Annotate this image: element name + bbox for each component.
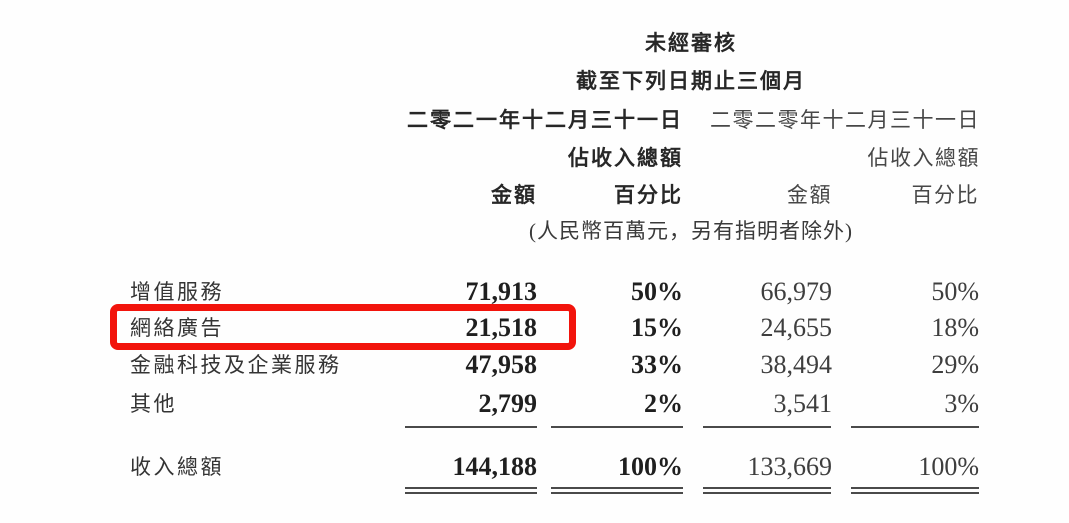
total-double-rule-col1-bottom xyxy=(405,492,537,494)
cell-others-amount-2021: 2,799 xyxy=(478,389,538,418)
row-label-total-revenues: 收入總額 xyxy=(130,455,224,479)
amount-header-2020: 金額 xyxy=(787,183,832,207)
subtotal-rule-col4 xyxy=(851,426,979,428)
cell-vas-amount-2020: 66,979 xyxy=(760,277,833,306)
cell-others-pct-2021: 2% xyxy=(644,389,683,418)
share-of-revenue-label-2020: 佔收入總額 xyxy=(867,146,980,170)
total-double-rule-col4-bottom xyxy=(851,492,979,494)
cell-fintech-amount-2020: 38,494 xyxy=(760,350,833,379)
total-double-rule-col2-top xyxy=(551,487,683,489)
unaudited-heading: 未經審核 xyxy=(645,32,737,55)
period-heading: 截至下列日期止三個月 xyxy=(576,70,806,93)
cell-fintech-amount-2021: 47,958 xyxy=(465,350,538,379)
total-double-rule-col2-bottom xyxy=(551,492,683,494)
cell-total-amount-2020: 133,669 xyxy=(747,452,833,481)
cell-vas-pct-2020: 50% xyxy=(931,277,979,306)
row-label-vas: 增值服務 xyxy=(130,280,224,304)
subtotal-rule-col2 xyxy=(551,426,683,428)
cell-others-amount-2020: 3,541 xyxy=(773,389,833,418)
cell-total-pct-2020: 100% xyxy=(918,452,979,481)
cell-total-amount-2021: 144,188 xyxy=(452,452,538,481)
cell-ads-pct-2020: 18% xyxy=(931,313,979,342)
cell-ads-pct-2021: 15% xyxy=(631,313,683,342)
percent-header-2020: 百分比 xyxy=(911,183,979,207)
total-double-rule-col4-top xyxy=(851,487,979,489)
amount-header-2021: 金額 xyxy=(491,184,537,207)
row-label-fintech: 金融科技及企業服務 xyxy=(130,353,342,377)
cell-others-pct-2020: 3% xyxy=(944,389,979,418)
share-of-revenue-label-2021: 佔收入總額 xyxy=(568,147,683,170)
subtotal-rule-col3 xyxy=(703,426,831,428)
cell-ads-amount-2020: 24,655 xyxy=(760,313,833,342)
cell-vas-pct-2021: 50% xyxy=(631,277,683,306)
cell-total-pct-2021: 100% xyxy=(618,452,683,481)
highlight-annotation-box xyxy=(110,304,576,350)
currency-note: (人民幣百萬元，另有指明者除外) xyxy=(529,219,853,243)
column-group-date-2020: 二零二零年十二月三十一日 xyxy=(710,108,980,132)
subtotal-rule-col1 xyxy=(405,426,537,428)
row-label-others: 其他 xyxy=(130,392,177,416)
percent-header-2021: 百分比 xyxy=(614,184,683,207)
cell-fintech-pct-2021: 33% xyxy=(631,350,683,379)
cell-vas-amount-2021: 71,913 xyxy=(465,277,538,306)
total-double-rule-col1-top xyxy=(405,487,537,489)
cell-ads-amount-2021: 21,518 xyxy=(465,313,538,342)
cell-fintech-pct-2020: 29% xyxy=(931,350,979,379)
row-label-online-advertising: 網絡廣告 xyxy=(130,316,224,340)
total-double-rule-col3-bottom xyxy=(703,492,831,494)
column-group-date-2021: 二零二一年十二月三十一日 xyxy=(407,109,683,132)
total-double-rule-col3-top xyxy=(703,487,831,489)
